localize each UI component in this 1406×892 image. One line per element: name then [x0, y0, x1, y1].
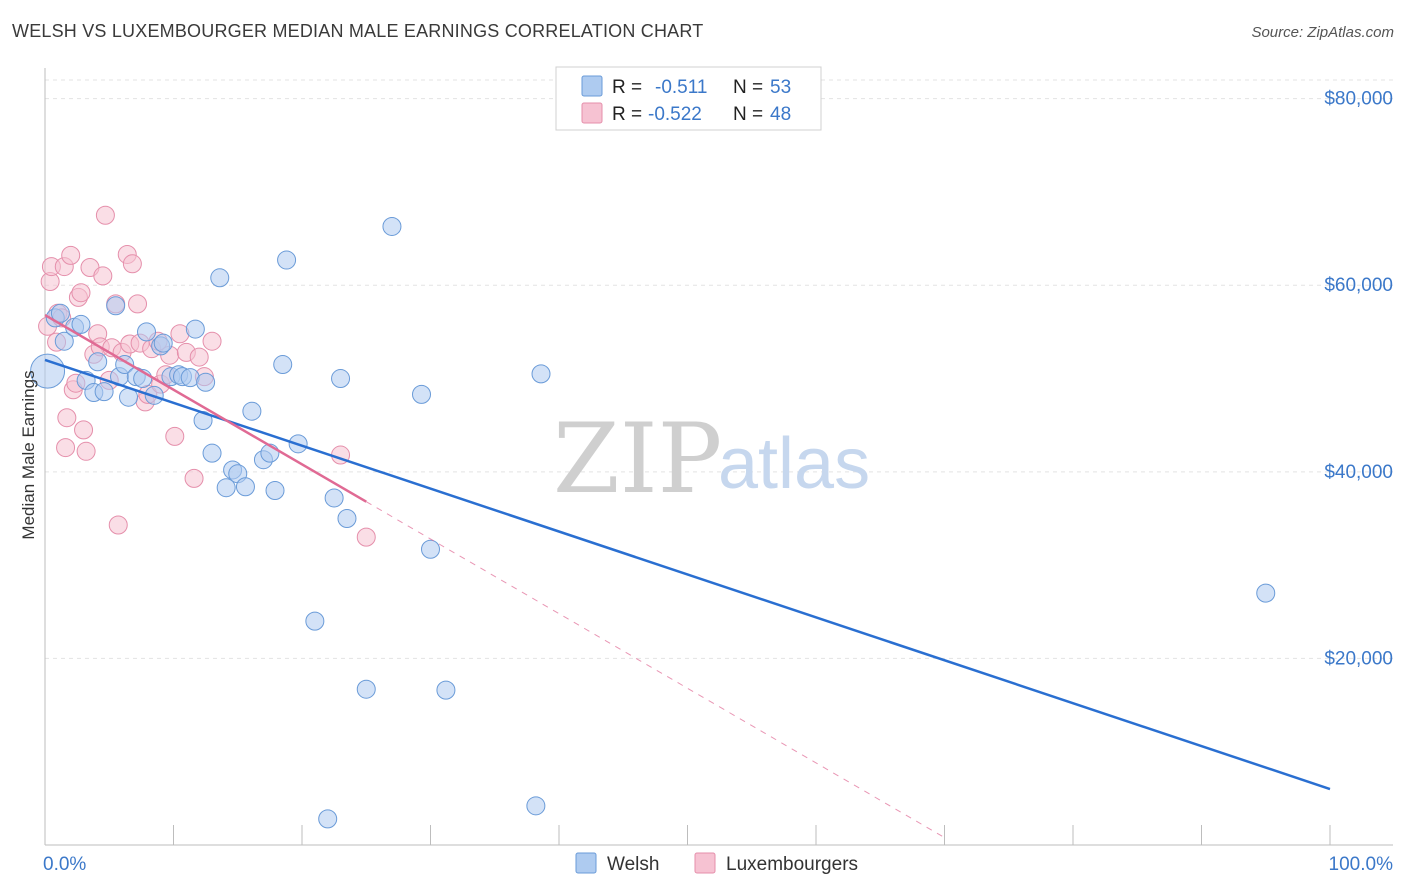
welsh-point [71, 314, 91, 334]
lux-point [122, 254, 142, 274]
lux-point [93, 266, 113, 286]
welsh-point [305, 611, 325, 631]
welsh-point [106, 296, 126, 316]
lux-point [56, 438, 76, 458]
series-legend-label-luxembourgers: Luxembourgers [726, 854, 858, 875]
welsh-point [202, 443, 222, 463]
welsh-point [277, 250, 297, 270]
chart-title: WELSH VS LUXEMBOURGER MEDIAN MALE EARNIN… [12, 21, 704, 41]
lux-point [184, 468, 204, 488]
welsh-point [273, 355, 293, 375]
legend-r-label-luxembourgers: R = [612, 104, 642, 125]
y-tick-label-2: $60,000 [1324, 275, 1393, 296]
y-tick-labels: $20,000 $40,000 $60,000 $80,000 [1324, 89, 1393, 670]
legend-swatch-welsh [581, 75, 603, 97]
welsh-point [235, 477, 255, 497]
correlation-legend: R = -0.511 N = 53 R = -0.522 N = 48 [555, 66, 822, 131]
welsh-point [137, 322, 157, 342]
series-legend-label-welsh: Welsh [607, 854, 659, 875]
welsh-points [30, 216, 1276, 829]
lux-point [165, 426, 185, 446]
welsh-point [331, 369, 351, 389]
welsh-point [356, 679, 376, 699]
welsh-point [412, 384, 432, 404]
welsh-point [421, 539, 440, 559]
lux-point [128, 294, 148, 314]
watermark-atlas: atlas [718, 424, 870, 504]
legend-n-value-luxembourgers: 48 [770, 104, 791, 125]
lux-point [356, 527, 376, 547]
lux-point [74, 420, 94, 440]
gridlines [45, 79, 1393, 659]
welsh-point [50, 303, 70, 323]
legend-n-label-luxembourgers: N = [733, 104, 763, 125]
welsh-point [1256, 583, 1276, 603]
welsh-point [54, 331, 74, 351]
legend-r-label-welsh: R = [612, 77, 642, 98]
welsh-point [196, 372, 216, 392]
welsh-point [382, 216, 402, 236]
lux-point [189, 347, 209, 367]
welsh-point [531, 364, 551, 384]
lux-point [61, 245, 81, 265]
welsh-point [216, 478, 236, 498]
welsh-point [94, 382, 114, 402]
legend-n-value-welsh: 53 [770, 77, 791, 98]
x-tick-label-min: 0.0% [43, 854, 86, 875]
welsh-point [265, 480, 285, 500]
legend-swatch-luxembourgers [581, 102, 603, 124]
welsh-point [242, 401, 262, 421]
lux-point [76, 441, 96, 461]
y-tick-label-0: $20,000 [1324, 648, 1393, 669]
watermark-zip: ZIP [553, 403, 722, 515]
legend-n-label-welsh: N = [733, 77, 763, 98]
watermark: ZIP atlas [553, 403, 870, 515]
welsh-point [337, 508, 357, 528]
y-axis-title: Median Male Earnings [19, 370, 38, 539]
series-legend-swatch-luxembourgers [694, 852, 716, 874]
y-tick-label-3: $80,000 [1324, 89, 1393, 110]
axes [44, 68, 1393, 846]
series-legend: Welsh Luxembourgers [575, 852, 858, 875]
welsh-point [324, 488, 344, 508]
chart-source: Source: ZipAtlas.com [1251, 24, 1394, 41]
y-tick-label-1: $40,000 [1324, 462, 1393, 483]
legend-r-value-luxembourgers: -0.522 [648, 104, 702, 125]
welsh-point [210, 268, 230, 288]
lux-point [108, 515, 128, 535]
x-tick-label-max: 100.0% [1329, 854, 1394, 875]
welsh-point [436, 680, 456, 700]
trend-lines [44, 314, 1331, 838]
luxembourgers-trend-extension [365, 501, 945, 838]
lux-point [57, 408, 77, 428]
welsh-trend-line [44, 358, 1331, 791]
welsh-point [185, 319, 205, 339]
welsh-point [526, 796, 546, 816]
lux-point [202, 331, 222, 351]
luxembourgers-trend-line [44, 314, 367, 503]
lux-point [95, 205, 115, 225]
welsh-point [153, 333, 173, 353]
series-legend-swatch-welsh [575, 852, 597, 874]
welsh-point [88, 352, 108, 372]
legend-r-value-welsh: -0.511 [655, 77, 707, 98]
lux-point [71, 283, 91, 303]
welsh-point [318, 809, 338, 829]
